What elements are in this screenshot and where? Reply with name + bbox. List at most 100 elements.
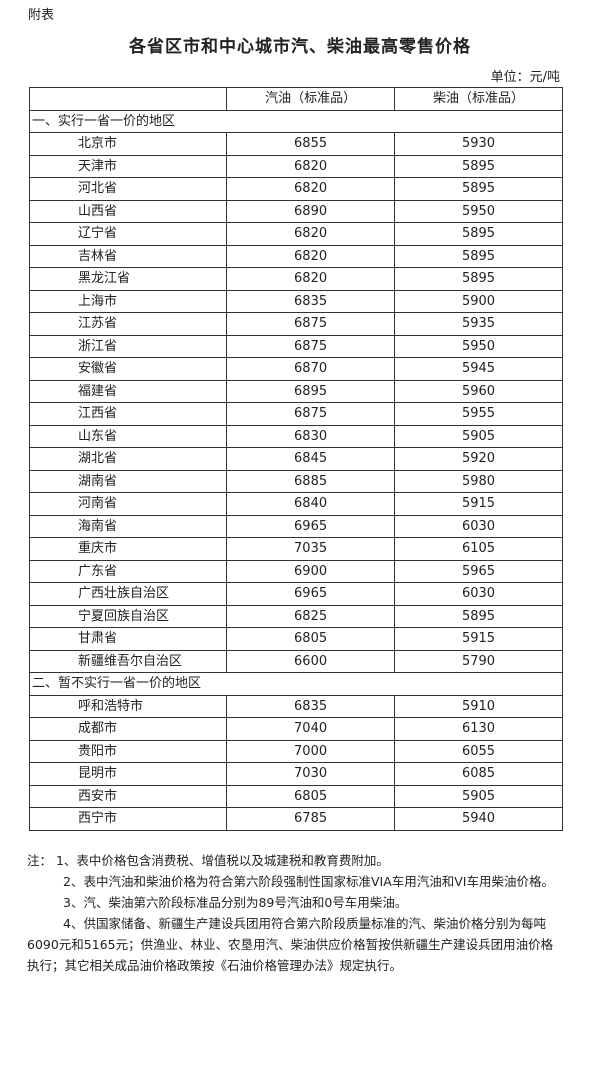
- table-row: 昆明市 7030 6085: [28, 762, 563, 786]
- region-cell: 海南省: [28, 514, 228, 538]
- gasoline-price-cell: 6895: [226, 379, 396, 403]
- table-row: 山东省 6830 5905: [28, 424, 563, 448]
- region-cell: 福建省: [28, 379, 228, 403]
- region-cell: 重庆市: [28, 537, 228, 561]
- region-cell: 西安市: [28, 784, 228, 808]
- diesel-price-cell: 5900: [394, 289, 563, 313]
- section-label: 二、暂不实行一省一价的地区: [29, 672, 563, 696]
- table-row: 江苏省 6875 5935: [28, 312, 563, 336]
- gasoline-price-cell: 6820: [226, 222, 396, 246]
- table-row: 贵阳市 7000 6055: [28, 739, 563, 763]
- diesel-price-cell: 5950: [394, 334, 563, 358]
- diesel-price-cell: 5895: [394, 177, 563, 201]
- table-row: 北京市 6855 5930: [28, 132, 563, 156]
- gasoline-price-cell: 6875: [226, 402, 396, 426]
- table-row: 黑龙江省 6820 5895: [28, 267, 563, 291]
- gasoline-price-cell: 6820: [226, 244, 396, 268]
- gasoline-price-cell: 7000: [226, 739, 396, 763]
- region-cell: 天津市: [28, 154, 228, 178]
- table-row: 西安市 6805 5905: [28, 784, 563, 808]
- region-cell: 江苏省: [28, 312, 228, 336]
- gasoline-price-cell: 6840: [226, 492, 396, 516]
- region-cell: 安徽省: [28, 357, 228, 381]
- section-label: 一、实行一省一价的地区: [29, 109, 563, 133]
- gasoline-price-cell: 7035: [226, 537, 396, 561]
- gasoline-price-cell: 6805: [226, 784, 396, 808]
- table-row: 甘肃省 6805 5915: [28, 627, 563, 651]
- diesel-price-cell: 5960: [394, 379, 563, 403]
- region-cell: 吉林省: [28, 244, 228, 268]
- region-cell: 河南省: [28, 492, 228, 516]
- gasoline-price-cell: 6835: [226, 289, 396, 313]
- table-row: 河北省 6820 5895: [28, 177, 563, 201]
- diesel-price-cell: 5915: [394, 627, 563, 651]
- region-cell: 上海市: [28, 289, 228, 313]
- region-cell: 呼和浩特市: [28, 694, 228, 718]
- diesel-price-cell: 5950: [394, 199, 563, 223]
- region-cell: 西宁市: [28, 807, 228, 831]
- gasoline-price-cell: 7030: [226, 762, 396, 786]
- region-cell: 北京市: [28, 132, 228, 156]
- notes: 注： 1、表中价格包含消费税、增值税以及城建税和教育费附加。 2、表中汽油和柴油…: [27, 850, 562, 976]
- gasoline-price-cell: 6600: [226, 649, 396, 673]
- gasoline-price-cell: 6835: [226, 694, 396, 718]
- note-3: 3、汽、柴油第六阶段标准品分别为89号汽油和0号车用柴油。: [63, 895, 408, 910]
- gasoline-price-cell: 6845: [226, 447, 396, 471]
- page-title: 各省区市和中心城市汽、柴油最高零售价格: [129, 37, 471, 57]
- diesel-price-cell: 5905: [394, 784, 563, 808]
- diesel-price-cell: 5955: [394, 402, 563, 426]
- diesel-price-cell: 6030: [394, 582, 563, 606]
- region-cell: 新疆维吾尔自治区: [28, 649, 228, 673]
- region-cell: 昆明市: [28, 762, 228, 786]
- note-1: 注： 1、表中价格包含消费税、增值税以及城建税和教育费附加。: [27, 853, 389, 868]
- table-row: 安徽省 6870 5945: [28, 357, 563, 381]
- table-row: 成都市 7040 6130: [28, 717, 563, 741]
- table-row: 山西省 6890 5950: [28, 199, 563, 223]
- table-row: 河南省 6840 5915: [28, 492, 563, 516]
- appendix-label: 附表: [28, 8, 55, 23]
- diesel-price-cell: 5910: [394, 694, 563, 718]
- diesel-price-cell: 6130: [394, 717, 563, 741]
- diesel-price-cell: 5905: [394, 424, 563, 448]
- region-cell: 贵阳市: [28, 739, 228, 763]
- gasoline-price-cell: 6825: [226, 604, 396, 628]
- diesel-price-cell: 5980: [394, 469, 563, 493]
- region-cell: 湖南省: [28, 469, 228, 493]
- diesel-price-cell: 5895: [394, 154, 563, 178]
- section-row: 一、实行一省一价的地区: [29, 109, 563, 133]
- note-2: 2、表中汽油和柴油价格为符合第六阶段强制性国家标准VIA车用汽油和VI车用柴油价…: [63, 874, 554, 889]
- region-cell: 甘肃省: [28, 627, 228, 651]
- gasoline-price-cell: 6875: [226, 334, 396, 358]
- table-row: 天津市 6820 5895: [28, 154, 563, 178]
- gasoline-price-cell: 6820: [226, 177, 396, 201]
- region-cell: 山东省: [28, 424, 228, 448]
- table-row: 湖南省 6885 5980: [28, 469, 563, 493]
- region-cell: 宁夏回族自治区: [28, 604, 228, 628]
- header-diesel: 柴油（标准品）: [394, 87, 563, 111]
- region-cell: 辽宁省: [28, 222, 228, 246]
- gasoline-price-cell: 6805: [226, 627, 396, 651]
- table-row: 西宁市 6785 5940: [28, 807, 563, 831]
- table-row: 福建省 6895 5960: [28, 379, 563, 403]
- region-cell: 浙江省: [28, 334, 228, 358]
- gasoline-price-cell: 6870: [226, 357, 396, 381]
- table-row: 湖北省 6845 5920: [28, 447, 563, 471]
- gasoline-price-cell: 6890: [226, 199, 396, 223]
- table-row: 海南省 6965 6030: [28, 514, 563, 538]
- diesel-price-cell: 5915: [394, 492, 563, 516]
- gasoline-price-cell: 6820: [226, 267, 396, 291]
- unit-label: 单位：元/吨: [490, 70, 560, 85]
- gasoline-price-cell: 6855: [226, 132, 396, 156]
- table-row: 浙江省 6875 5950: [28, 334, 563, 358]
- table-header-row: 汽油（标准品） 柴油（标准品）: [28, 87, 563, 111]
- gasoline-price-cell: 6820: [226, 154, 396, 178]
- gasoline-price-cell: 6785: [226, 807, 396, 831]
- region-cell: 河北省: [28, 177, 228, 201]
- diesel-price-cell: 6105: [394, 537, 563, 561]
- section-row: 二、暂不实行一省一价的地区: [29, 672, 563, 696]
- region-cell: 江西省: [28, 402, 228, 426]
- gasoline-price-cell: 6830: [226, 424, 396, 448]
- region-cell: 山西省: [28, 199, 228, 223]
- region-cell: 广东省: [28, 559, 228, 583]
- gasoline-price-cell: 7040: [226, 717, 396, 741]
